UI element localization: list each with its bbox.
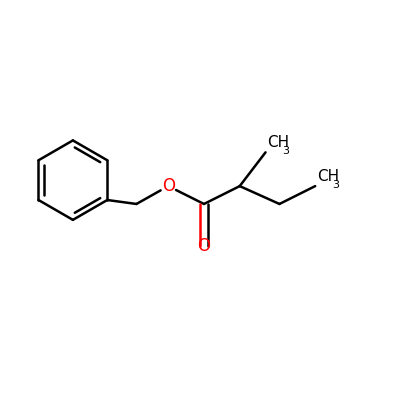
Text: O: O: [162, 177, 175, 195]
Text: O: O: [198, 237, 210, 255]
Text: 3: 3: [332, 180, 339, 190]
Text: CH: CH: [317, 169, 339, 184]
Text: CH: CH: [268, 135, 290, 150]
Text: 3: 3: [283, 146, 290, 156]
